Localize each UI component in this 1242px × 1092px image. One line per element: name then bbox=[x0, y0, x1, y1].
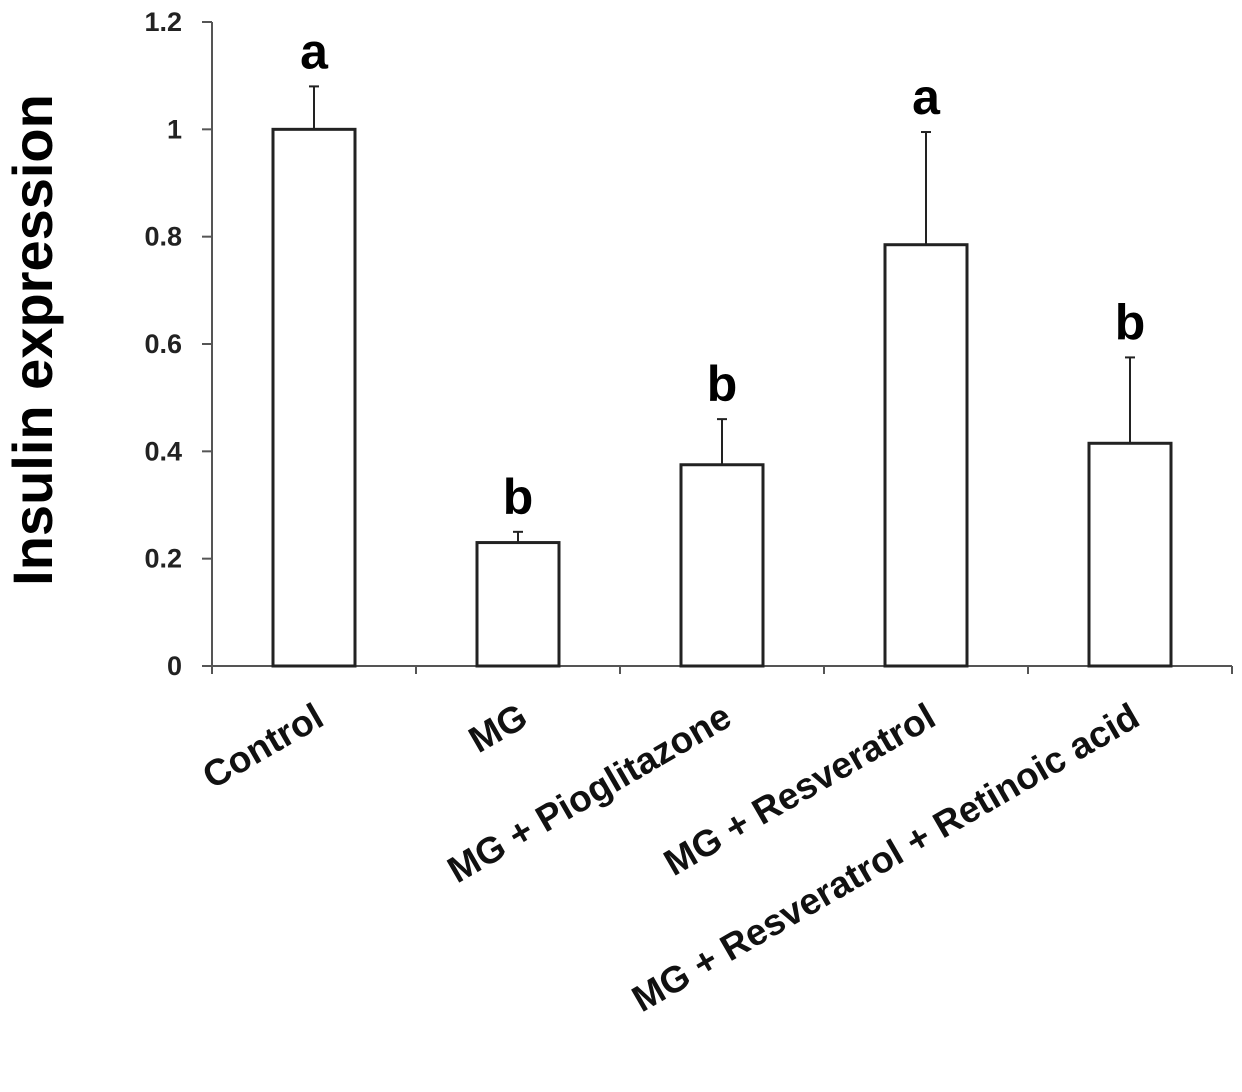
x-category-label: Control bbox=[196, 695, 330, 796]
y-axis-title: Insulin expression bbox=[1, 94, 64, 586]
y-tick-label: 1.2 bbox=[144, 7, 182, 37]
x-category-label: MG bbox=[462, 695, 534, 760]
bar bbox=[1087, 441, 1173, 668]
y-tick-label: 1 bbox=[167, 114, 182, 144]
bar bbox=[271, 127, 357, 668]
significance-label: a bbox=[912, 69, 941, 125]
significance-label: b bbox=[503, 469, 534, 525]
y-tick-label: 0.6 bbox=[144, 329, 182, 359]
significance-label: a bbox=[300, 23, 329, 79]
bar bbox=[679, 463, 765, 668]
axes: 0 0.2 0.4 0.6 0.8 1 1.2 bbox=[144, 7, 1233, 681]
y-tick-label: 0.4 bbox=[144, 436, 182, 466]
bars bbox=[271, 85, 1173, 668]
y-tick-label: 0.8 bbox=[144, 222, 182, 252]
y-tick-label: 0.2 bbox=[144, 544, 182, 574]
bar bbox=[475, 541, 561, 668]
y-tick-label: 0 bbox=[167, 651, 182, 681]
bar bbox=[883, 243, 969, 668]
significance-label: b bbox=[707, 356, 738, 412]
significance-label: b bbox=[1115, 294, 1146, 350]
